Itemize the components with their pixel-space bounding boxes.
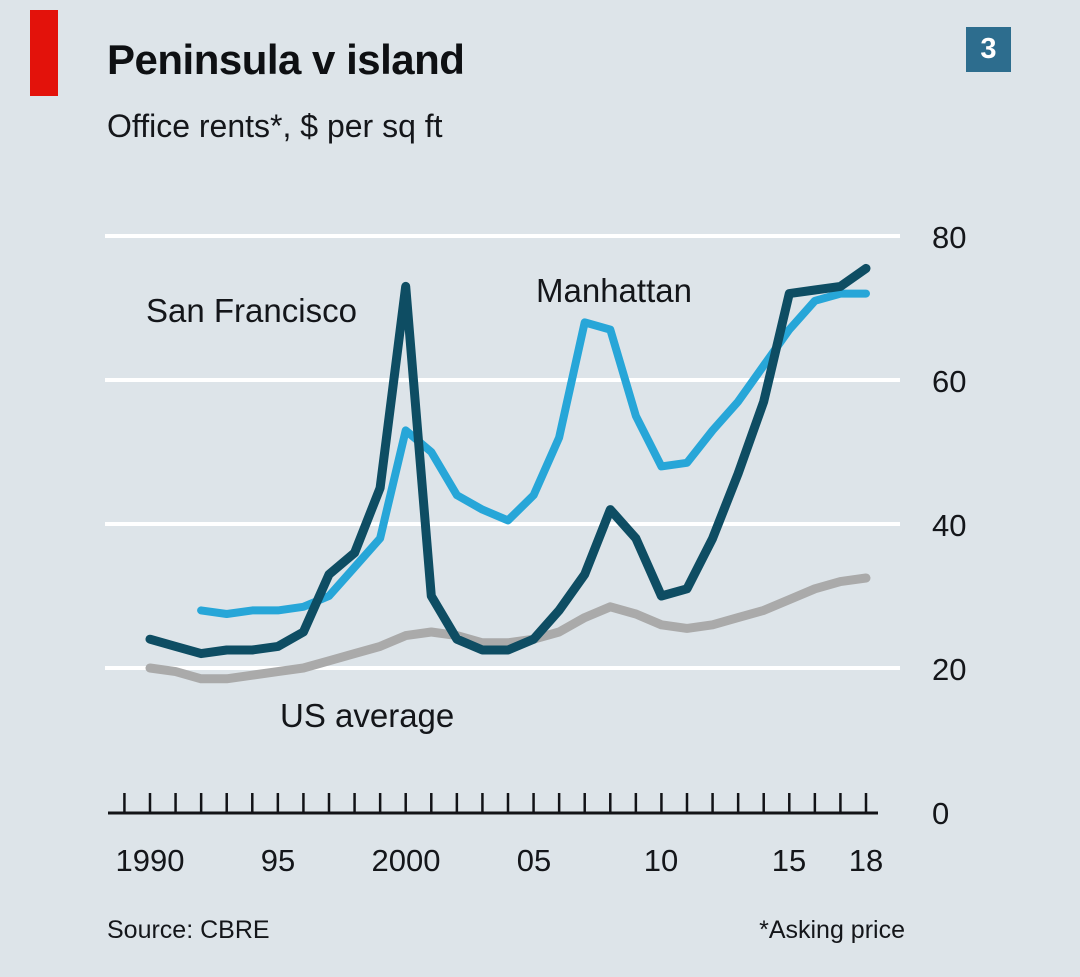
x-axis-tick-label-10: 10 — [643, 843, 679, 878]
y-axis-tick-label-0: 0 — [932, 796, 950, 831]
series-line-us_average — [145, 573, 871, 684]
series-label-san-francisco: San Francisco — [146, 292, 357, 329]
chart-title: Peninsula v island — [107, 36, 465, 83]
x-axis-tick-label-2000: 2000 — [371, 843, 441, 878]
asking-price-footnote: *Asking price — [759, 916, 905, 944]
red-tag-decoration — [30, 10, 58, 96]
x-axis-tick-label-1990: 1990 — [115, 843, 185, 878]
y-axis-tick-label-60: 60 — [932, 364, 967, 399]
series-label-manhattan: Manhattan — [536, 272, 692, 309]
figure-number: 3 — [980, 33, 997, 65]
x-axis-tick-label-95: 95 — [260, 843, 296, 878]
series-label-us-average: US average — [280, 697, 455, 734]
y-axis-tick-label-80: 80 — [932, 220, 967, 255]
y-axis-tick-label-20: 20 — [932, 652, 967, 687]
chart-subtitle: Office rents*, $ per sq ft — [107, 108, 443, 144]
figure-number-badge: 3 — [966, 27, 1011, 72]
x-axis-tick-label-05: 05 — [516, 843, 552, 878]
series-line-san_francisco — [145, 263, 871, 659]
x-axis-tick-label-15: 15 — [771, 843, 807, 878]
source-note: Source: CBRE — [107, 916, 270, 944]
y-axis-tick-label-40: 40 — [932, 508, 967, 543]
x-axis-tick-label-18: 18 — [848, 843, 884, 878]
series-line-manhattan — [197, 289, 870, 618]
